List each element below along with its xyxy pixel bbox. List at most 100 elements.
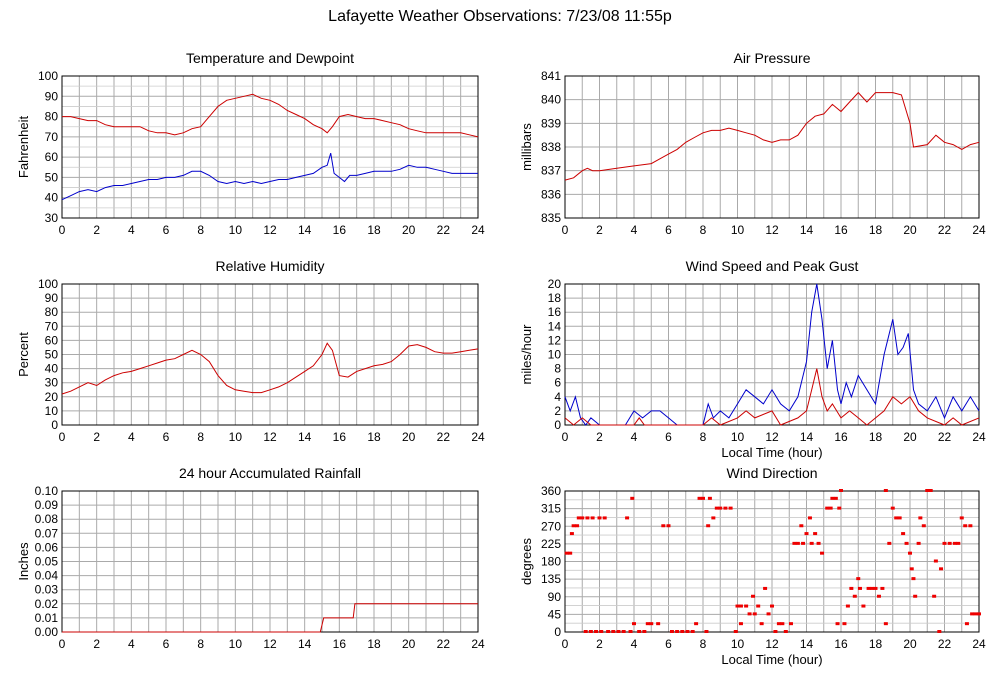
rain-ytick: 0.06 <box>35 540 59 554</box>
direction-point <box>606 630 611 633</box>
direction-point <box>852 594 857 598</box>
pressure-ytick: 838 <box>541 140 561 154</box>
rain-xtick: 4 <box>128 637 135 651</box>
pressure-xtick: 0 <box>562 223 569 237</box>
direction-point <box>835 622 840 626</box>
temp-xtick: 14 <box>298 223 312 237</box>
temp-ytick: 30 <box>45 211 59 225</box>
direction-point <box>685 630 690 633</box>
wind-ytick: 2 <box>554 404 561 418</box>
wind-series-1 <box>564 368 980 426</box>
rain-xtick: 18 <box>367 637 381 651</box>
direction-point <box>680 630 685 633</box>
rain-ytick: 0.02 <box>35 597 59 611</box>
wind-xtick: 14 <box>800 430 814 444</box>
rain-ytick: 0.07 <box>35 526 59 540</box>
direction-point <box>820 551 825 555</box>
direction-point <box>666 524 671 528</box>
direction-point <box>928 489 933 492</box>
rain-xtick: 0 <box>59 637 66 651</box>
direction-ytick: 135 <box>541 572 561 586</box>
page-title: Lafayette Weather Observations: 7/23/08 … <box>328 8 672 25</box>
direction-point <box>766 612 771 616</box>
direction-point <box>842 622 847 626</box>
wind-ylabel: miles/hour <box>519 324 534 385</box>
humidity-xtick: 2 <box>93 430 100 444</box>
direction-point <box>856 577 861 581</box>
temp-ytick: 40 <box>45 191 59 205</box>
humidity-xtick: 0 <box>59 430 66 444</box>
direction-point <box>964 622 969 626</box>
direction-point <box>770 604 774 608</box>
direction-point <box>630 496 635 500</box>
humidity-ytick: 90 <box>45 291 59 305</box>
direction-point <box>799 524 804 528</box>
temp-ytick: 70 <box>45 130 59 144</box>
temp-xtick: 2 <box>93 223 100 237</box>
wind-xtick: 24 <box>972 430 986 444</box>
direction-ytick: 270 <box>541 519 561 533</box>
direction-point <box>602 516 607 520</box>
rain-ytick: 0.04 <box>35 569 59 583</box>
pressure-ytick: 840 <box>541 93 561 107</box>
direction-point <box>908 551 912 555</box>
humidity-ylabel: Percent <box>16 332 31 377</box>
wind-ytick: 10 <box>548 348 562 362</box>
rain-xtick: 10 <box>229 637 243 651</box>
direction-point <box>625 516 630 520</box>
rain-ylabel: Inches <box>16 542 31 581</box>
direction-ytick: 0 <box>554 625 561 639</box>
direction-point <box>913 594 918 598</box>
humidity-xtick: 20 <box>402 430 416 444</box>
direction-xtick: 14 <box>800 637 814 651</box>
direction-point <box>738 622 743 626</box>
direction-point <box>788 622 793 626</box>
rain-ytick: 0.10 <box>35 484 59 498</box>
temp-xtick: 10 <box>229 223 243 237</box>
direction-point <box>611 630 616 633</box>
humidity-ytick: 0 <box>51 418 58 432</box>
direction-point <box>744 604 749 608</box>
direction-point <box>813 532 818 536</box>
pressure-xtick: 24 <box>972 223 986 237</box>
rain-ytick: 0.01 <box>35 611 59 625</box>
direction-point <box>571 524 576 528</box>
direction-point <box>597 516 602 520</box>
direction-point <box>707 496 712 500</box>
wind-ytick: 18 <box>548 291 562 305</box>
humidity-xtick: 18 <box>367 430 381 444</box>
direction-point <box>780 622 785 626</box>
temp-xtick: 20 <box>402 223 416 237</box>
wind-ytick: 8 <box>554 362 561 376</box>
direction-ytick: 90 <box>548 590 562 604</box>
direction-point <box>763 586 768 590</box>
wind-xtick: 10 <box>731 430 745 444</box>
direction-point <box>645 622 650 626</box>
direction-point <box>963 524 968 528</box>
pressure-frame <box>564 75 980 219</box>
direction-point <box>956 541 961 545</box>
direction-point <box>839 489 843 492</box>
temp-series-0 <box>62 93 479 138</box>
wind-ytick: 12 <box>548 333 562 347</box>
direction-point <box>735 604 740 608</box>
pressure-ytick: 836 <box>541 187 561 201</box>
direction-point <box>970 612 975 616</box>
humidity-xtick: 10 <box>229 430 243 444</box>
direction-xtick: 24 <box>972 637 986 651</box>
wind-frame <box>564 283 980 426</box>
temp-ytick: 100 <box>38 69 58 83</box>
wind-xlabel: Local Time (hour) <box>721 445 822 460</box>
direction-xtick: 6 <box>665 637 672 651</box>
temp-frame <box>61 75 479 219</box>
direction-point <box>642 630 647 633</box>
direction-ytick: 180 <box>541 555 561 569</box>
direction-point <box>783 630 788 633</box>
direction-point <box>792 541 797 545</box>
rain-ytick: 0.05 <box>35 555 59 569</box>
rain-xtick: 12 <box>263 637 277 651</box>
wind-xtick: 8 <box>700 430 707 444</box>
humidity-xtick: 24 <box>471 430 485 444</box>
direction-point <box>932 594 937 598</box>
temp-xtick: 6 <box>163 223 170 237</box>
